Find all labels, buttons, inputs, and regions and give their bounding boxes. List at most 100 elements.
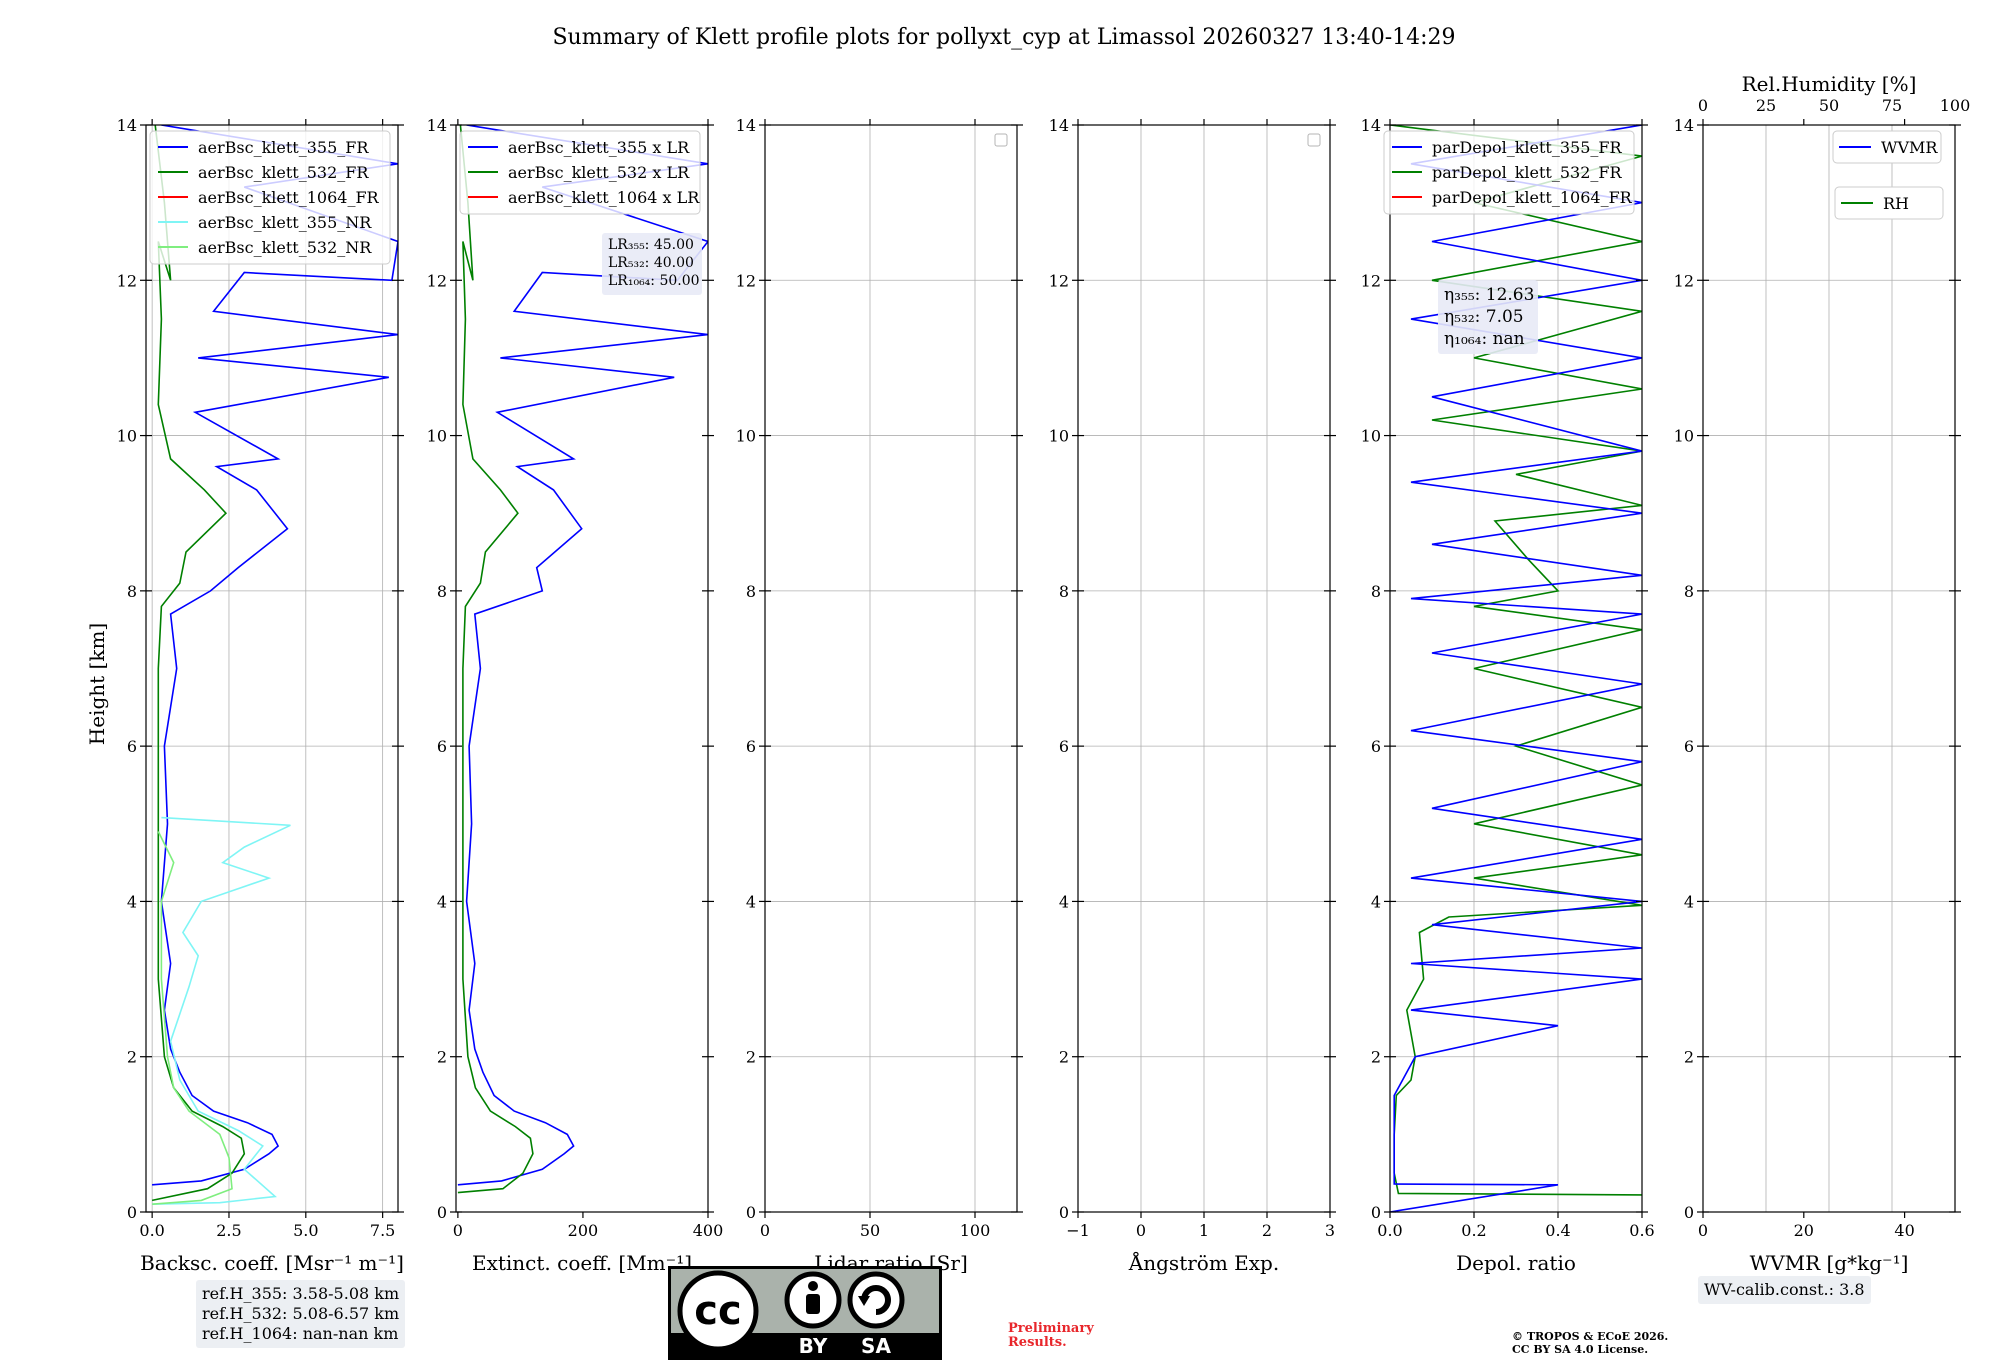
y-tick-label: 14: [117, 116, 137, 135]
x-tick-label: 100: [960, 1221, 991, 1240]
legend-label: parDepol_klett_532_FR: [1432, 163, 1623, 182]
legend-box: [1383, 130, 1635, 215]
ref-height-355: ref.H_355: 3.58-5.08 km: [202, 1284, 400, 1303]
y-tick-label: 4: [746, 892, 756, 911]
y-tick-label: 0: [1059, 1203, 1069, 1222]
axes-frame: [764, 124, 1018, 1213]
y-tick-label: 4: [1371, 892, 1381, 911]
y-tick-label: 8: [1371, 582, 1381, 601]
y-tick-label: 2: [1059, 1048, 1069, 1067]
legend-label: parDepol_klett_1064_FR: [1432, 188, 1633, 207]
legend-label: WVMR: [1881, 138, 1938, 157]
series-line-ext_355: [457, 125, 708, 1186]
cc-mark: cc: [694, 1288, 741, 1334]
x-tick-label: 0: [453, 1221, 463, 1240]
y-tick-label: 12: [1049, 271, 1069, 290]
y-tick-label: 8: [1059, 582, 1069, 601]
series-line-aerBsc_klett_355_NR: [152, 816, 291, 1205]
y-tick-label: 10: [736, 427, 756, 446]
legend-box: [1834, 186, 1944, 220]
axes-frame: [145, 124, 399, 1213]
y-tick-label: 14: [1049, 116, 1069, 135]
x2-tick-label: 100: [1940, 96, 1971, 115]
x-tick-label: 3: [1325, 1221, 1335, 1240]
y-axis-label: Height [km]: [85, 623, 109, 745]
share-alike-arrowhead-icon: [858, 1296, 870, 1306]
legend-label: aerBsc_klett_532 x LR: [508, 163, 690, 182]
legend-label: aerBsc_klett_355 x LR: [508, 138, 690, 157]
x-axis-label: Ångström Exp.: [1128, 1250, 1279, 1275]
y-tick-label: 6: [1059, 737, 1069, 756]
wv-calibration-constant: WV-calib.const.: 3.8: [1704, 1280, 1865, 1299]
x-tick-label: 1: [1199, 1221, 1209, 1240]
y-tick-label: 10: [1049, 427, 1069, 446]
series-line-aerBsc_klett_532_NR: [152, 831, 233, 1205]
y-tick-label: 10: [1674, 427, 1694, 446]
annotation-line: LR₅₃₂: 40.00: [608, 255, 694, 271]
y-tick-label: 2: [127, 1048, 137, 1067]
copyright-line-2: CC BY SA 4.0 License.: [1512, 1343, 1649, 1356]
y-tick-label: 2: [437, 1048, 447, 1067]
x-tick-label: 2: [1262, 1221, 1272, 1240]
y-tick-label: 12: [427, 271, 447, 290]
legend-label: aerBsc_klett_1064 x LR: [508, 188, 700, 207]
x-tick-label: 20: [1794, 1221, 1814, 1240]
y-tick-label: 8: [746, 582, 756, 601]
y-tick-label: 6: [437, 737, 447, 756]
copyright-line-1: © TROPOS & ECoE 2026.: [1512, 1330, 1669, 1343]
legend-box: [1832, 130, 1942, 164]
y-tick-label: 10: [117, 427, 137, 446]
y-tick-label: 0: [746, 1203, 756, 1222]
x2-tick-label: 50: [1819, 96, 1839, 115]
y-tick-label: 6: [746, 737, 756, 756]
legend-label: aerBsc_klett_532_NR: [198, 238, 372, 257]
x-tick-label: 7.5: [370, 1221, 395, 1240]
axes-frame: [1702, 124, 1956, 1213]
empty-legend-box: [1307, 133, 1321, 147]
x-tick-label: 50: [860, 1221, 880, 1240]
y-tick-label: 0: [437, 1203, 447, 1222]
x-tick-label: −1: [1066, 1221, 1090, 1240]
x-tick-label: 200: [568, 1221, 599, 1240]
x-tick-label: 2.5: [216, 1221, 241, 1240]
axes-frame: [455, 124, 709, 1213]
y-tick-label: 14: [1361, 116, 1381, 135]
y-tick-label: 4: [437, 892, 447, 911]
y-tick-label: 2: [746, 1048, 756, 1067]
y-tick-label: 12: [736, 271, 756, 290]
series-line-aerBsc_klett_532_FR: [151, 125, 246, 1202]
x-tick-label: 0.0: [1377, 1221, 1402, 1240]
series-line-aerBsc_klett_355_FR: [152, 125, 398, 1186]
person-body-icon: [806, 1294, 820, 1314]
x-tick-label: 0.4: [1545, 1221, 1570, 1240]
legend-label: aerBsc_klett_355_NR: [198, 213, 372, 232]
y-tick-label: 2: [1371, 1048, 1381, 1067]
ref-height-532: ref.H_532: 5.08-6.57 km: [202, 1304, 400, 1323]
y-tick-label: 12: [117, 271, 137, 290]
y-tick-label: 8: [1684, 582, 1694, 601]
legend-label: parDepol_klett_355_FR: [1432, 138, 1623, 157]
x-tick-label: 40: [1894, 1221, 1914, 1240]
annotation-box: [1438, 280, 1538, 354]
x-tick-label: 0.2: [1461, 1221, 1486, 1240]
legend-label: aerBsc_klett_532_FR: [198, 163, 369, 182]
y-tick-label: 14: [1674, 116, 1694, 135]
series-line-ext_532: [457, 125, 534, 1194]
x-tick-label: 0: [1698, 1221, 1708, 1240]
x-tick-label: 0: [760, 1221, 770, 1240]
annotation-line: η₃₅₅: 12.63: [1444, 285, 1534, 305]
y-tick-label: 6: [1371, 737, 1381, 756]
x-tick-label: 400: [693, 1221, 724, 1240]
x2-tick-label: 25: [1756, 96, 1776, 115]
y-tick-label: 4: [1059, 892, 1069, 911]
figure-title: Summary of Klett profile plots for polly…: [552, 25, 1455, 50]
y-tick-label: 4: [1684, 892, 1694, 911]
annotation-line: LR₃₅₅: 45.00: [608, 237, 694, 253]
share-alike-arrow-icon: [861, 1285, 891, 1315]
y-tick-label: 14: [427, 116, 447, 135]
